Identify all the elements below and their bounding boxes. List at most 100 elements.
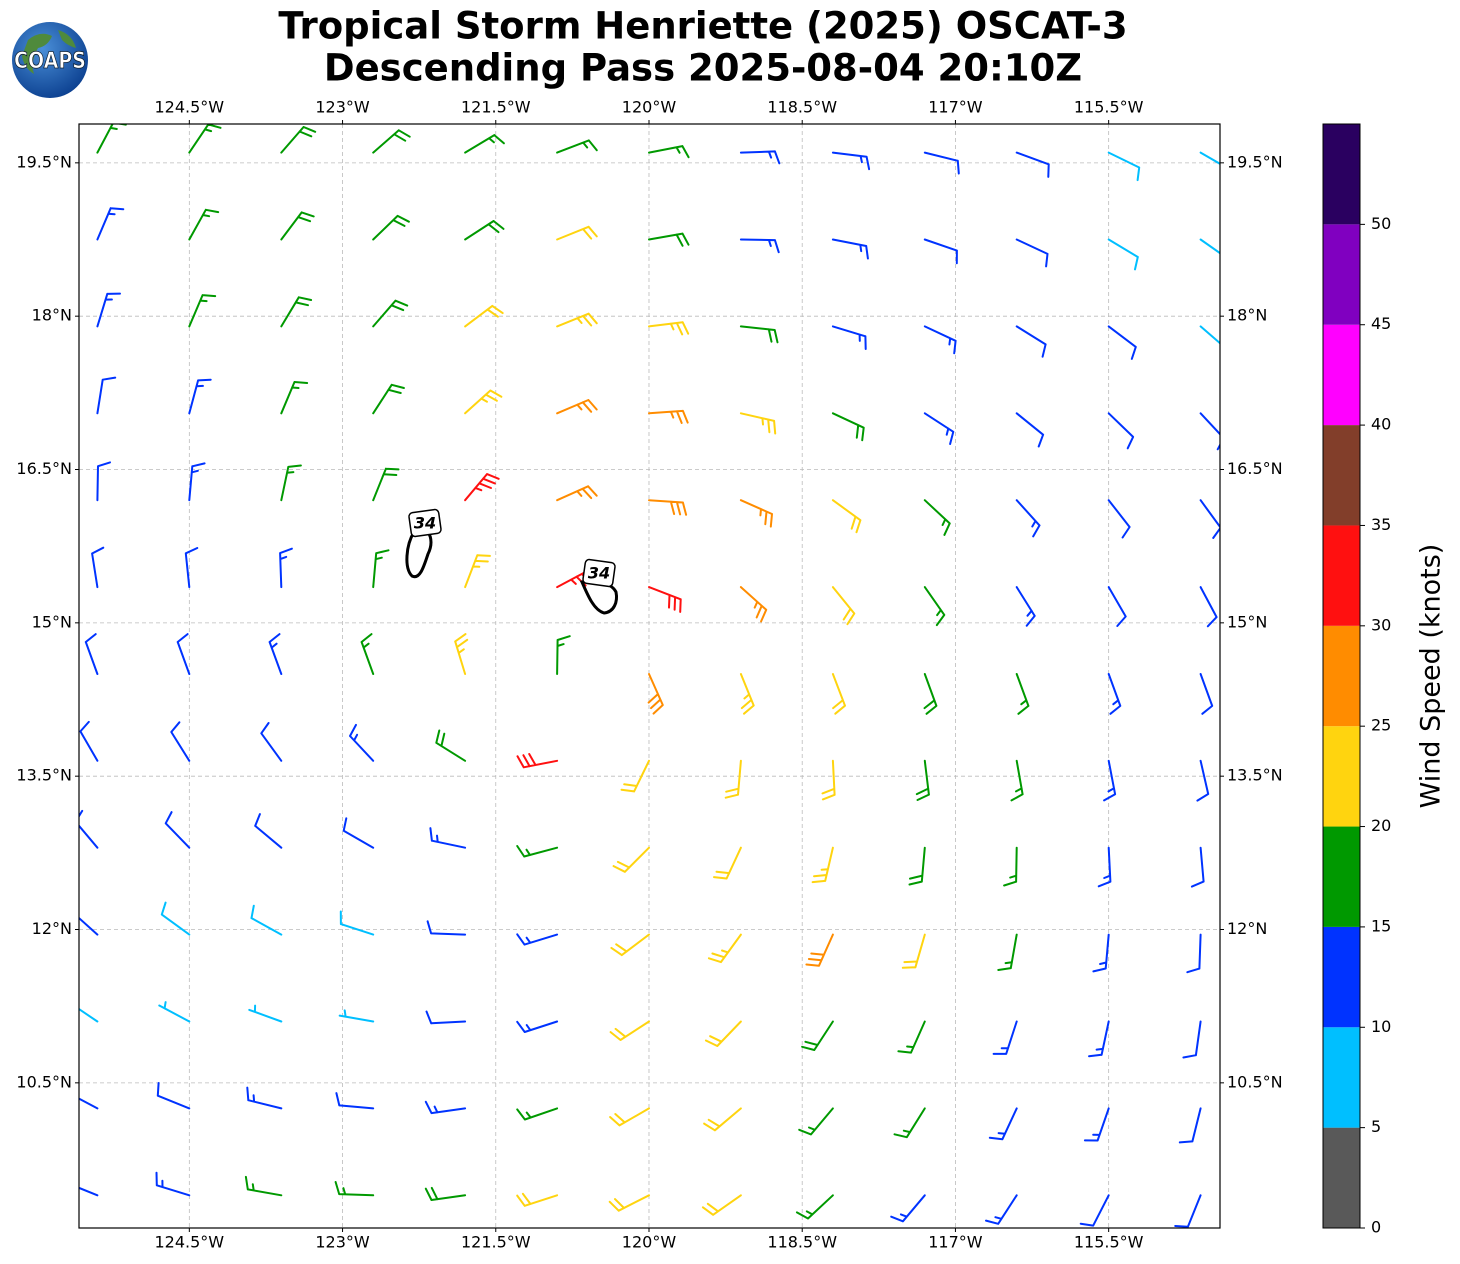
colorbar: 0 5 10 15 20 25 30 35 40 45 50 [1322,123,1391,1237]
wind-barb [988,1107,1018,1141]
wind-barb [704,1020,742,1047]
x-tick-label: 117°W [928,98,983,117]
wind-barb [188,124,222,154]
wind-barb [724,759,742,799]
wind-barb [1107,412,1135,450]
wind-barb [997,933,1018,971]
wind-barb [831,325,867,350]
wind-barb [915,759,930,801]
wind-barb [1199,151,1220,165]
colorbar-tick-label: 10 [1371,1017,1391,1036]
wind-barb [79,916,99,936]
x-tick-label: 124.5°W [155,98,225,117]
wind-barb [334,1181,375,1197]
wind-barb [349,723,375,762]
wind-barb [1182,1020,1202,1059]
wind-barb [1092,933,1110,973]
wind-barb [516,1192,559,1207]
wind-barb [1107,151,1141,182]
contour-label-box [582,558,616,588]
wind-barb [170,721,191,762]
y-tick-label: 13.5°N [1227,766,1283,785]
wind-barb [556,399,598,415]
wind-barb [908,846,926,886]
wind-barb [556,225,598,241]
wind-barb [831,586,856,626]
x-tick-label: 121.5°W [461,1233,531,1252]
wind-barb [805,933,834,967]
wind-barb [1015,673,1030,715]
wind-barb [464,134,505,154]
chart-subtitle: Descending Pass 2025-08-04 20:10Z [324,47,1082,90]
wind-barb [1015,238,1049,268]
wind-barb [454,633,469,675]
wind-barb [923,151,960,175]
y-tick-label: 15°N [32,612,72,631]
y-tick-label: 16.5°N [1227,459,1283,478]
wind-barb [1103,759,1117,802]
wind-barb [609,1020,650,1041]
colorbar-segment [1323,124,1360,225]
wind-barb [516,753,559,769]
colorbar-segment [1323,224,1360,325]
colorbar-tick-label: 50 [1371,214,1391,233]
contour-34: 34 34 [405,508,618,615]
grid [79,124,1220,1228]
y-tick-label: 19.5°N [16,152,72,171]
colorbar-segment [1323,926,1360,1028]
wind-barb [464,304,504,328]
wind-barb [248,1004,283,1023]
wind-barb [342,817,375,849]
axis-ticks: 124.5°W 124.5°W 123°W 123°W 121.5°W 121.5°W 12… [16,98,1282,1252]
wind-barb [893,1107,926,1139]
x-tick-label: 120°W [622,98,677,117]
x-tick-label: 124.5°W [155,1233,225,1252]
colorbar-segment [1323,1027,1360,1128]
x-tick-label: 117°W [928,1233,983,1252]
wind-barb [254,813,283,849]
chart-title: Tropical Storm Henriette (2025) OSCAT-3 [278,5,1127,48]
wind-barb [1107,586,1127,627]
wind-barb [648,499,688,516]
wind-barb [831,412,865,442]
wind-barb [620,759,650,793]
wind-barb [516,1020,559,1033]
wind-barb [901,933,926,969]
wind-barb [79,1007,99,1023]
y-tick-label: 15°N [1227,612,1267,631]
wind-barb [985,1194,1018,1225]
x-tick-label: 115.5°W [1074,98,1144,117]
wind-barb [1010,759,1024,802]
colorbar-tick-label: 15 [1371,916,1391,935]
colorbar-tick-label: 0 [1371,1218,1381,1237]
wind-barb [96,207,125,241]
y-tick-label: 18°N [1227,306,1267,325]
wind-barb [516,1107,559,1121]
wind-barb [372,129,411,154]
wind-barb [160,901,191,936]
wind-barb [188,294,217,328]
wind-barb [79,720,99,762]
wind-barb [1190,846,1205,888]
colorbar-label: Wind Speed (knots) [1416,544,1447,809]
wind-barb [923,499,951,536]
x-tick-label: 118.5°W [767,98,837,117]
wind-barb [923,325,957,355]
y-tick-label: 18°N [32,306,72,325]
wind-barb [429,827,467,849]
wind-barb [435,729,467,762]
wind-barb [244,1175,283,1197]
colorbar-segment [1323,625,1360,727]
wind-barb [79,1097,99,1110]
y-tick-label: 13.5°N [16,766,72,785]
wind-barb [739,325,779,344]
y-tick-label: 10.5°N [1227,1072,1283,1091]
wind-barb [280,464,302,502]
wind-barb [1178,1107,1202,1144]
wind-barb [1199,499,1220,539]
colorbar-tick-label: 45 [1371,314,1391,333]
wind-barb [1199,586,1218,628]
wind-barb [795,1194,834,1220]
wind-barb [372,214,410,241]
